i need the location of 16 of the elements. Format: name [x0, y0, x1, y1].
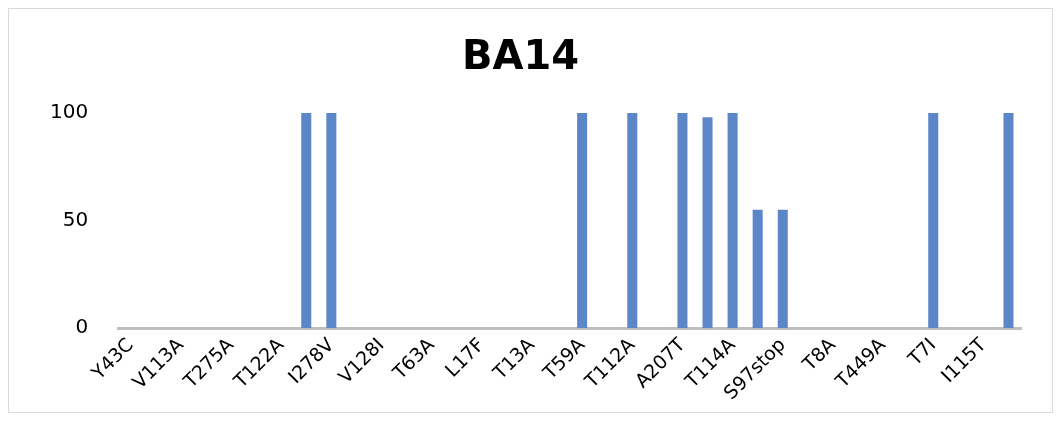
bar	[577, 113, 588, 329]
y-tick-label: 100	[49, 99, 89, 124]
bar	[326, 113, 337, 329]
y-tick-label: 0	[75, 314, 89, 339]
x-tick-label: T7I	[902, 333, 940, 371]
chart-title: BA14	[461, 32, 580, 79]
bar	[677, 113, 688, 329]
bar	[627, 113, 638, 329]
bar	[752, 209, 763, 329]
bar	[777, 209, 788, 329]
bar	[928, 113, 939, 329]
bar	[727, 113, 738, 329]
bar	[301, 113, 312, 329]
bar	[1003, 113, 1014, 329]
y-tick-label: 50	[62, 206, 89, 231]
bar	[702, 117, 713, 329]
